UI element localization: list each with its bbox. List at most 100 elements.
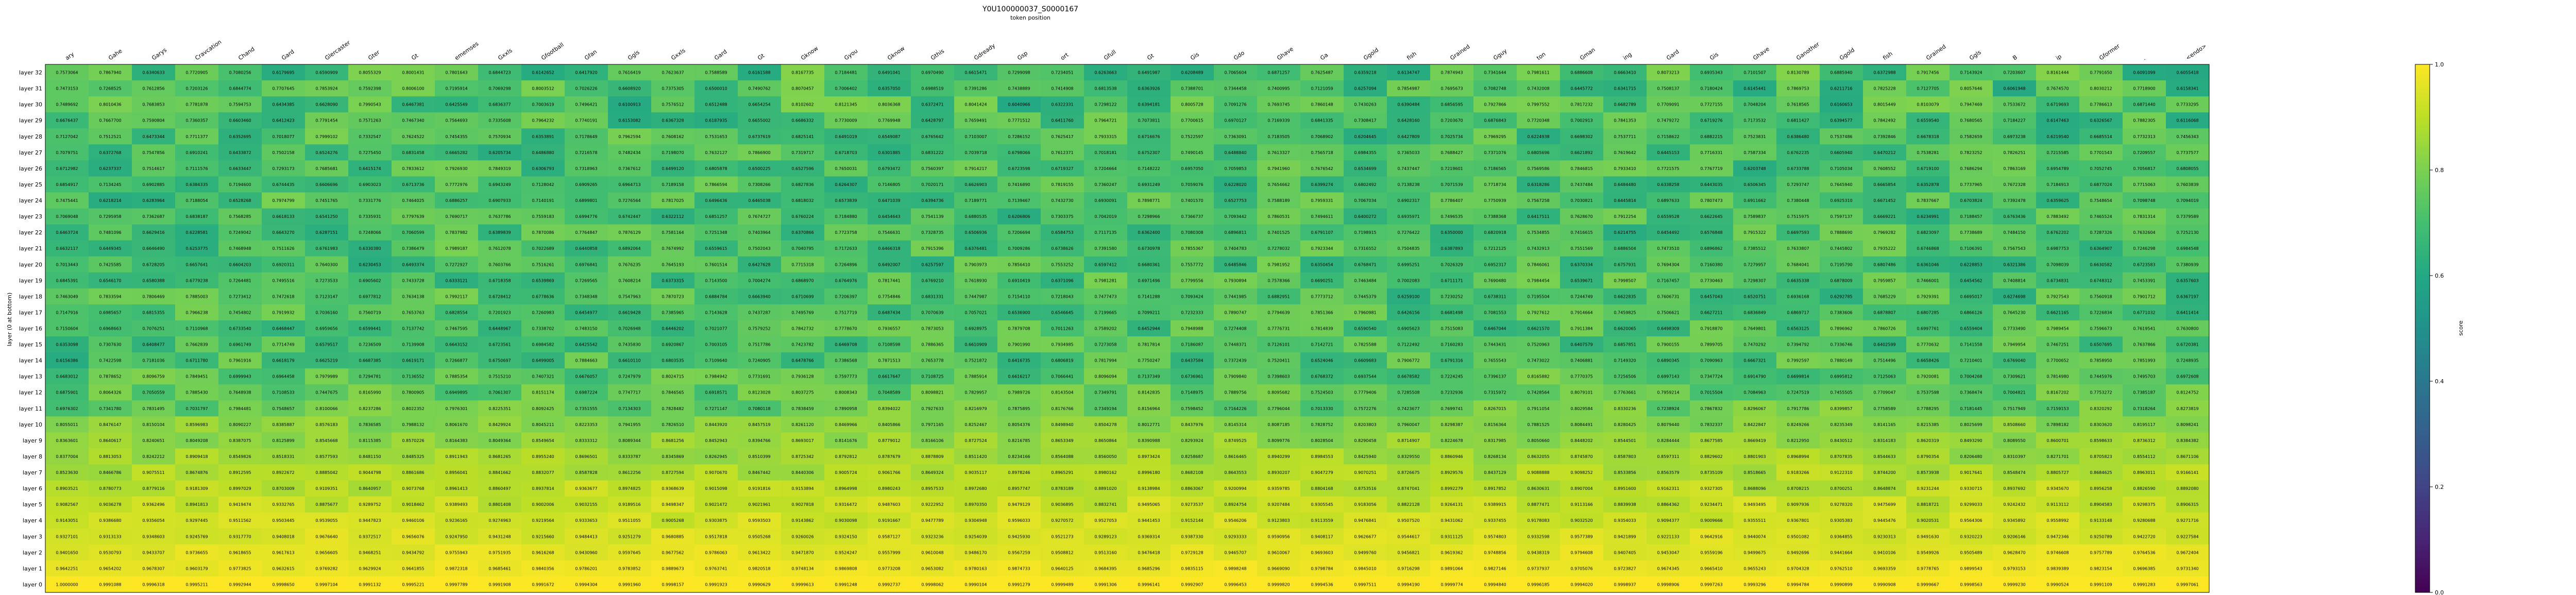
cell-value-label: 0.7437287 xyxy=(748,310,770,315)
cell-value-label: 0.7210401 xyxy=(1960,359,1982,363)
cell-value-label: 0.7979989 xyxy=(315,375,337,379)
heatmap-cell xyxy=(2079,128,2123,145)
heatmap-cell xyxy=(1084,272,1128,289)
cell-value-label: 0.7860531 xyxy=(1267,214,1290,219)
cell-value-label: 0.8143504 xyxy=(1051,390,1073,395)
cell-value-label: 0.7362687 xyxy=(142,214,164,219)
x-tick-label: Gis xyxy=(1189,51,1200,62)
y-tick-label: layer 13 xyxy=(19,373,42,380)
colorbar-gradient xyxy=(2415,64,2430,593)
x-tick-label: Gman xyxy=(1579,46,1596,62)
cell-value-label: 0.9997511 xyxy=(1354,582,1376,587)
cell-value-label: 0.7772976 xyxy=(445,182,467,187)
heatmap-cell xyxy=(565,288,608,305)
cell-value-label: 0.6359218 xyxy=(1354,71,1376,75)
cell-value-label: 0.7189158 xyxy=(662,182,684,187)
heatmap-cell xyxy=(392,400,435,417)
cell-value-label: 0.7849319 xyxy=(488,166,511,171)
heatmap-cell xyxy=(1993,192,2037,209)
heatmap-cell xyxy=(1776,64,1820,81)
cell-value-label: 0.9479129 xyxy=(1008,502,1030,507)
x-tick-label: Ga xyxy=(1319,52,1329,61)
cell-value-label: 0.9327305 xyxy=(1700,486,1722,491)
heatmap-cell xyxy=(1473,256,1517,273)
heatmap-cell xyxy=(651,448,695,465)
cell-value-label: 0.9254039 xyxy=(964,534,987,539)
cell-value-label: 0.9152144 xyxy=(1181,518,1203,523)
heatmap-cell xyxy=(738,400,782,417)
cell-value-label: 0.8681265 xyxy=(488,454,511,459)
heatmap-cell xyxy=(738,320,782,337)
heatmap-cell xyxy=(1257,224,1301,241)
cell-value-label: 0.8293924 xyxy=(1181,438,1203,443)
heatmap-cell xyxy=(132,400,176,417)
cell-value-label: 0.7846565 xyxy=(662,390,684,395)
cell-value-label: 0.6352695 xyxy=(229,134,251,139)
cell-value-label: 0.9505489 xyxy=(1960,550,1982,555)
cell-value-label: 0.8822128 xyxy=(1397,502,1419,507)
cell-value-label: 0.8028504 xyxy=(1311,438,1333,443)
cell-value-label: 0.9597645 xyxy=(618,550,640,555)
heatmap-cell xyxy=(478,432,522,449)
cell-value-label: 0.7048204 xyxy=(1743,103,1766,107)
cell-value-label: 0.7057021 xyxy=(964,310,987,315)
cell-value-label: 0.7851366 xyxy=(1311,310,1333,315)
cell-value-label: 0.6973238 xyxy=(2003,134,2025,139)
cell-value-label: 0.7601514 xyxy=(705,262,727,267)
heatmap-cell xyxy=(997,352,1041,369)
cell-value-label: 0.9642251 xyxy=(56,566,78,571)
cell-value-label: 0.7065604 xyxy=(1224,71,1246,75)
cell-value-label: 0.6608920 xyxy=(618,87,640,91)
heatmap-cell xyxy=(1084,304,1128,321)
cell-value-label: 0.8224678 xyxy=(1440,438,1463,443)
heatmap-cell xyxy=(824,144,868,161)
cell-value-label: 0.6457043 xyxy=(1700,294,1722,299)
heatmap-cell xyxy=(738,256,782,273)
cell-value-label: 0.6301885 xyxy=(878,150,900,155)
cell-value-label: 0.9845010 xyxy=(1354,566,1376,571)
heatmap-cell xyxy=(651,208,695,225)
cell-value-label: 0.7866594 xyxy=(705,182,727,187)
heatmap-cell xyxy=(954,448,998,465)
heatmap-cell xyxy=(1647,240,1690,257)
cell-value-label: 0.9178083 xyxy=(1527,518,1549,523)
heatmap-cell xyxy=(1171,304,1214,321)
heatmap-cell xyxy=(132,240,176,257)
cell-value-label: 0.8576183 xyxy=(315,422,337,427)
cell-value-label: 0.8703009 xyxy=(272,486,294,491)
cell-value-label: 0.7833612 xyxy=(402,166,424,171)
cell-value-label: 0.7061307 xyxy=(488,390,511,395)
heatmap-cell xyxy=(2079,384,2123,401)
cell-value-label: 0.7579252 xyxy=(748,327,770,331)
cell-value-label: 0.7495769 xyxy=(791,310,814,315)
heatmap-cell xyxy=(565,384,608,401)
heatmap-cell xyxy=(1084,80,1128,97)
cell-value-label: 0.8978246 xyxy=(1008,470,1030,475)
cell-value-label: 0.8753516 xyxy=(1354,486,1376,491)
heatmap-cell xyxy=(262,144,306,161)
cell-value-label: 0.6723561 xyxy=(488,343,511,347)
heatmap-cell xyxy=(132,192,176,209)
heatmap-cell xyxy=(1776,208,1820,225)
heatmap-cell xyxy=(868,224,911,241)
heatmap-cell xyxy=(45,368,89,385)
heatmap-cell xyxy=(305,128,349,145)
cell-value-label: 0.8548474 xyxy=(2003,470,2025,475)
x-tick-label: Gfootball xyxy=(540,41,565,61)
heatmap-cell xyxy=(608,160,652,177)
cell-value-label: 0.7394792 xyxy=(1787,343,1809,347)
heatmap-cell xyxy=(1430,288,1474,305)
cell-value-label: 0.6828554 xyxy=(445,310,467,315)
heatmap-cell xyxy=(1473,304,1517,321)
cell-value-label: 0.9289752 xyxy=(359,502,381,507)
cell-value-label: 0.8649324 xyxy=(921,470,943,475)
cell-value-label: 0.8084491 xyxy=(1570,422,1592,427)
cell-value-label: 0.7013330 xyxy=(1311,406,1333,411)
heatmap-cell xyxy=(738,240,782,257)
cell-value-label: 0.7341780 xyxy=(99,406,121,411)
heatmap-cell xyxy=(521,336,565,353)
cell-value-label: 0.7732313 xyxy=(2133,134,2155,139)
heatmap-cell xyxy=(1733,288,1777,305)
x-tick-label: Gknow xyxy=(886,45,906,61)
cell-value-label: 0.9874733 xyxy=(1008,566,1030,571)
